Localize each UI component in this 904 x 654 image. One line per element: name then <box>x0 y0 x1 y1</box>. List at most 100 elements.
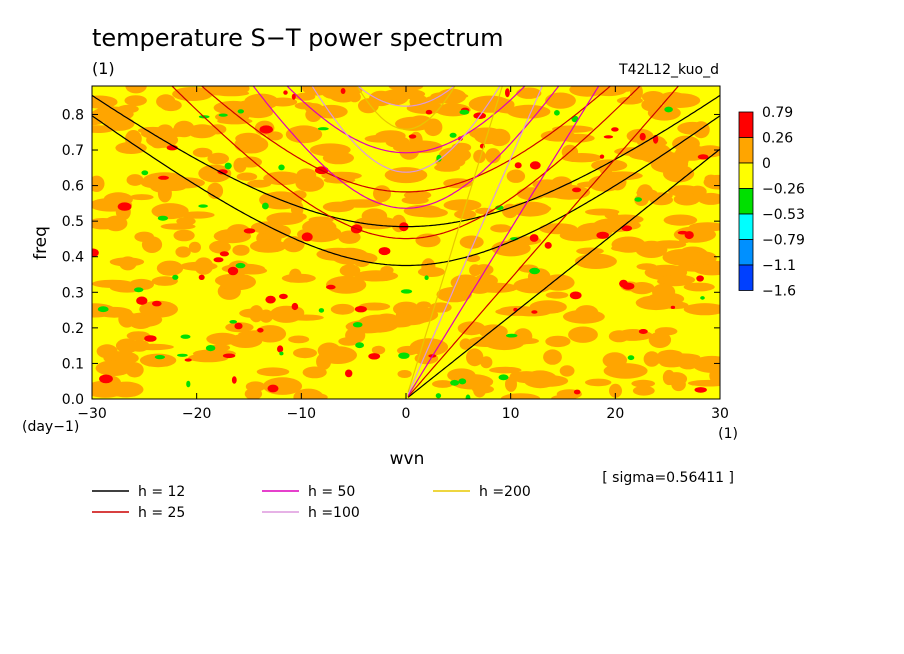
field-peak <box>621 225 633 232</box>
field-patch <box>296 168 317 182</box>
field-patch <box>218 273 256 291</box>
field-patch <box>443 199 482 211</box>
field-patch <box>467 280 492 294</box>
field-peak <box>638 329 648 334</box>
field-trough <box>278 164 285 171</box>
field-trough <box>229 320 237 324</box>
field-patch <box>472 385 494 394</box>
field-patch <box>129 339 150 352</box>
field-patch <box>139 300 179 318</box>
field-patch <box>491 240 531 257</box>
field-patch <box>302 366 327 379</box>
field-patch <box>244 388 263 399</box>
field-peak <box>277 345 284 353</box>
field-peak <box>572 187 582 193</box>
field-trough <box>435 393 442 399</box>
colorbar-label: −0.79 <box>762 233 805 249</box>
field-trough <box>634 197 642 202</box>
field-trough <box>400 289 413 294</box>
field-peak <box>301 232 313 242</box>
colorbar-swatch <box>738 111 754 138</box>
field-peak <box>529 234 539 242</box>
field-patch <box>302 219 337 236</box>
field-patch <box>352 251 372 267</box>
field-patch <box>109 257 145 267</box>
field-patch <box>688 222 720 232</box>
field-patch <box>139 353 177 368</box>
field-patch <box>662 369 676 386</box>
field-peak <box>243 228 256 234</box>
dispersion-curve-h50-0 <box>407 86 600 396</box>
field-trough <box>262 202 269 210</box>
field-peak <box>544 242 552 249</box>
field-patch <box>345 319 390 334</box>
field-peak <box>227 266 239 276</box>
field-patch <box>244 93 279 110</box>
field-patch <box>232 244 250 256</box>
field-patch <box>263 171 302 186</box>
dispersion-curve-h100-2 <box>356 86 456 107</box>
field-trough <box>627 355 635 361</box>
field-patch <box>104 215 128 232</box>
field-patch <box>663 214 698 226</box>
field-patch <box>692 355 720 373</box>
field-peak <box>596 231 609 239</box>
y-axis-unit: (day−1) <box>22 419 79 435</box>
field-patch <box>325 86 355 92</box>
field-patch <box>92 279 134 288</box>
field-patch <box>125 86 147 94</box>
field-patch <box>434 163 460 172</box>
field-patch <box>157 124 173 135</box>
field-patch <box>322 151 354 165</box>
field-patch <box>523 204 552 213</box>
field-peak <box>603 135 614 139</box>
field-patch <box>575 305 599 320</box>
field-patch <box>459 338 472 350</box>
field-patch <box>574 253 617 269</box>
field-trough <box>279 351 284 356</box>
colorbar-swatch <box>738 188 754 215</box>
field-peak <box>599 154 605 159</box>
dispersion-curve-h12-1 <box>92 115 720 267</box>
field-patch <box>543 349 562 365</box>
x-tick-label: −10 <box>287 406 317 422</box>
field-patch <box>585 208 620 216</box>
field-patch <box>92 303 116 318</box>
field-patch <box>192 147 213 158</box>
field-patch <box>288 335 310 344</box>
colorbar-label: −1.1 <box>762 258 796 274</box>
field-peak <box>408 134 417 139</box>
field-patch <box>188 241 201 253</box>
field-patch <box>632 385 655 396</box>
field-patch <box>238 156 262 168</box>
field-patch <box>662 301 689 310</box>
field-patch <box>173 120 195 138</box>
dispersion-curve-h100-1 <box>311 86 501 173</box>
dispersion-curve-h50-2 <box>286 86 526 154</box>
dispersion-curve-h200-0 <box>407 86 503 393</box>
x-axis-label: wvn <box>390 449 425 469</box>
field-patch <box>339 264 361 277</box>
y-tick-label: 0.4 <box>62 250 84 266</box>
field-patch <box>545 291 569 299</box>
field-patch <box>236 172 258 181</box>
field-patch <box>611 236 646 253</box>
field-trough <box>180 334 191 339</box>
field-patch <box>293 388 324 399</box>
field-peak <box>684 231 694 240</box>
field-patch <box>159 183 187 191</box>
field-peak <box>291 93 296 100</box>
field-peak <box>514 162 522 169</box>
field-patch <box>397 370 412 378</box>
field-patch <box>207 152 229 165</box>
x-axis-unit: (1) <box>718 426 738 442</box>
legend: h = 12 h = 25 h = 50 h =100 h =200 <box>92 484 531 521</box>
field-patch <box>516 87 542 99</box>
field-patch <box>250 239 287 253</box>
field-trough <box>700 296 705 300</box>
field-patch <box>156 260 184 276</box>
field-patch <box>692 121 710 139</box>
colorbar-swatch <box>738 264 754 291</box>
field-patch <box>545 92 576 109</box>
field-trough <box>424 275 429 281</box>
